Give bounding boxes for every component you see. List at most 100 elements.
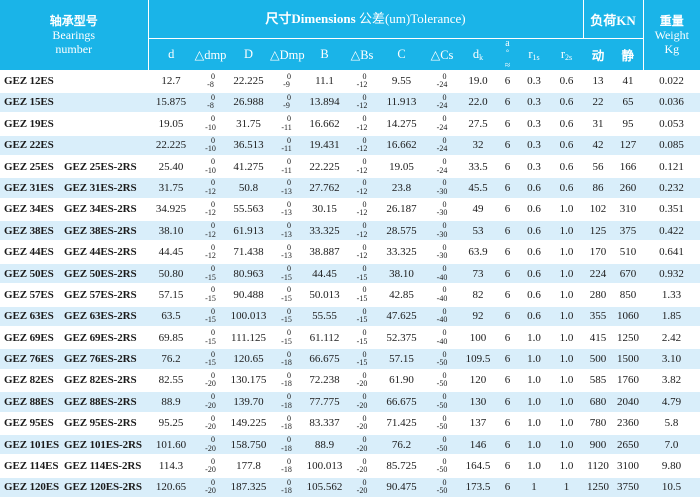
bearing-model-2rs: GEZ 63ES-2RS <box>62 305 149 328</box>
cell-D: 50.8 <box>227 177 271 199</box>
bearing-model-es: GEZ 34ES <box>4 203 54 216</box>
cell-angle: 6 <box>504 117 511 130</box>
cell-C: 85.725 <box>386 460 417 473</box>
cell-delta-Bs: 0 -12 <box>346 134 379 156</box>
cell-delta-Bs: 0 -20 <box>346 433 379 456</box>
cell-r2s: 1.0 <box>559 460 574 473</box>
cell-weight: 9.80 <box>661 460 682 473</box>
cell-B: 11.1 <box>315 75 334 88</box>
cell-weight: 10.5 <box>643 476 700 499</box>
cell-dk: 27.5 <box>468 117 488 130</box>
table-header: 轴承型号 Bearings number 尺寸Dimensions 公差(um)… <box>0 0 700 71</box>
cell-delta-Cs: 0 -50 <box>425 391 460 413</box>
cell-r2s: 1.0 <box>559 246 574 259</box>
cell-weight: 0.022 <box>659 75 684 88</box>
bearing-model-es: GEZ 19ES <box>4 117 54 130</box>
cell-delta-Bs: 0 -12 <box>356 199 368 218</box>
cell-d: 22.225 <box>148 134 195 156</box>
cell-d: 15.875 <box>148 91 195 114</box>
cell-B: 50.013 <box>309 288 340 301</box>
cell-static-load: 3750 <box>613 476 644 499</box>
cell-delta-dmp: 0 -8 <box>207 71 216 90</box>
cell-delta-Bs: 0 -15 <box>356 328 368 346</box>
cell-dynamic-load: 585 <box>589 374 607 387</box>
cell-delta-dmp: 0 -20 <box>194 433 228 456</box>
cell-angle: 6 <box>504 288 511 301</box>
cell-delta-Cs: 0 -50 <box>436 413 448 432</box>
cell-angle: 6 <box>504 331 511 344</box>
cell-static-load: 1060 <box>613 305 644 328</box>
cell-static-load: 510 <box>619 246 637 259</box>
column-angle-a: a ° ≈ <box>497 38 519 71</box>
cell-delta-Dmp: 0 -15 <box>281 328 292 346</box>
cell-B: 22.225 <box>309 160 340 173</box>
column-delta-dmp: △dmp <box>194 38 228 71</box>
cell-C: 33.325 <box>386 246 417 259</box>
cell-D: 100.013 <box>227 305 271 328</box>
cell-delta-Bs: 0 -20 <box>346 391 379 413</box>
cell-delta-Cs: 0 -24 <box>425 134 460 156</box>
cell-delta-Dmp: 0 -18 <box>270 476 304 499</box>
column-dynamic-load: 动 <box>583 38 614 71</box>
cell-B: 61.112 <box>309 331 340 344</box>
cell-delta-Bs: 0 -12 <box>356 71 368 90</box>
bearing-model-es: GEZ 31ES <box>0 177 62 199</box>
cell-static-load: 1760 <box>617 374 640 387</box>
cell-d: 57.15 <box>158 288 184 301</box>
cell-B: 88.9 <box>303 433 347 456</box>
cell-B: 19.431 <box>303 134 347 156</box>
cell-dynamic-load: 56 <box>592 160 604 173</box>
cell-delta-Bs: 0 -15 <box>356 285 368 303</box>
bearing-model-2rs: GEZ 114ES-2RS <box>64 460 142 473</box>
cell-angle: 6 <box>504 160 511 173</box>
table-row: GEZ 76ES GEZ 76ES-2RS 76.2 0 -15 120.65 0… <box>0 348 700 370</box>
cell-delta-Bs: 0 -12 <box>346 91 379 114</box>
cell-r1s: 0.3 <box>527 160 541 173</box>
cell-delta-Bs: 0 -12 <box>356 157 368 175</box>
column-r1s: r1s <box>518 38 551 71</box>
cell-d: 69.85 <box>158 331 184 344</box>
cell-dk: 130 <box>459 391 498 413</box>
cell-delta-Dmp: 0 -18 <box>270 433 304 456</box>
table-row: GEZ 69ES GEZ 69ES-2RS 69.85 0 -15 111.125… <box>0 327 700 348</box>
cell-delta-Cs: 0 -40 <box>425 305 460 328</box>
cell-r1s: 0.3 <box>527 75 541 88</box>
cell-B: 13.894 <box>303 91 347 114</box>
table-row: GEZ 114ES GEZ 114ES-2RS 114.3 0 -20 177.8… <box>0 455 700 476</box>
table-row: GEZ 82ES GEZ 82ES-2RS 82.55 0 -20 130.175… <box>0 370 700 391</box>
cell-C: 9.55 <box>391 75 412 88</box>
cell-r1s: 0.6 <box>527 203 541 216</box>
cell-delta-Dmp: 0 -18 <box>270 391 304 413</box>
bearing-model-es: GEZ 114ES <box>4 460 59 473</box>
cell-delta-dmp: 0 -15 <box>194 262 228 285</box>
cell-dynamic-load: 280 <box>589 288 607 301</box>
bearing-model-es: GEZ 12ES <box>4 75 54 88</box>
cell-weight: 0.641 <box>659 246 684 259</box>
cell-angle: 6 <box>497 391 519 413</box>
column-delta-Cs: △Cs <box>425 38 460 71</box>
cell-d: 95.25 <box>158 417 184 430</box>
cell-delta-Bs: 0 -12 <box>356 114 368 132</box>
cell-weight: 2.42 <box>661 331 682 344</box>
cell-C: 28.575 <box>378 220 426 242</box>
cell-r1s: 0.3 <box>518 91 551 114</box>
header-dimensions-tolerance: 尺寸Dimensions 公差(um)Tolerance) <box>148 0 584 39</box>
cell-delta-Cs: 0 -30 <box>436 242 448 261</box>
cell-weight: 0.232 <box>643 177 700 199</box>
cell-weight: 4.79 <box>643 391 700 413</box>
table-row: GEZ 57ES GEZ 57ES-2RS 57.15 0 -15 90.488 … <box>0 284 700 305</box>
cell-delta-Bs: 0 -20 <box>356 370 368 389</box>
cell-angle: 6 <box>497 348 519 370</box>
bearing-model-es: GEZ 82ES <box>4 374 54 387</box>
cell-dynamic-load: 1120 <box>587 460 609 473</box>
cell-dk: 32 <box>459 134 498 156</box>
cell-r2s: 1.0 <box>559 417 574 430</box>
cell-weight: 5.8 <box>664 417 679 430</box>
cell-delta-Cs: 0 -50 <box>425 476 460 499</box>
table-row: GEZ 15ES 15.875 0 -8 26.988 0 -9 13.894 0-… <box>0 91 700 114</box>
column-static-load: 静 <box>613 38 644 71</box>
cell-angle: 6 <box>504 75 511 88</box>
cell-r2s: 0.6 <box>559 117 574 130</box>
bearing-model-es: GEZ 88ES <box>0 391 62 413</box>
cell-dynamic-load: 1250 <box>583 476 614 499</box>
